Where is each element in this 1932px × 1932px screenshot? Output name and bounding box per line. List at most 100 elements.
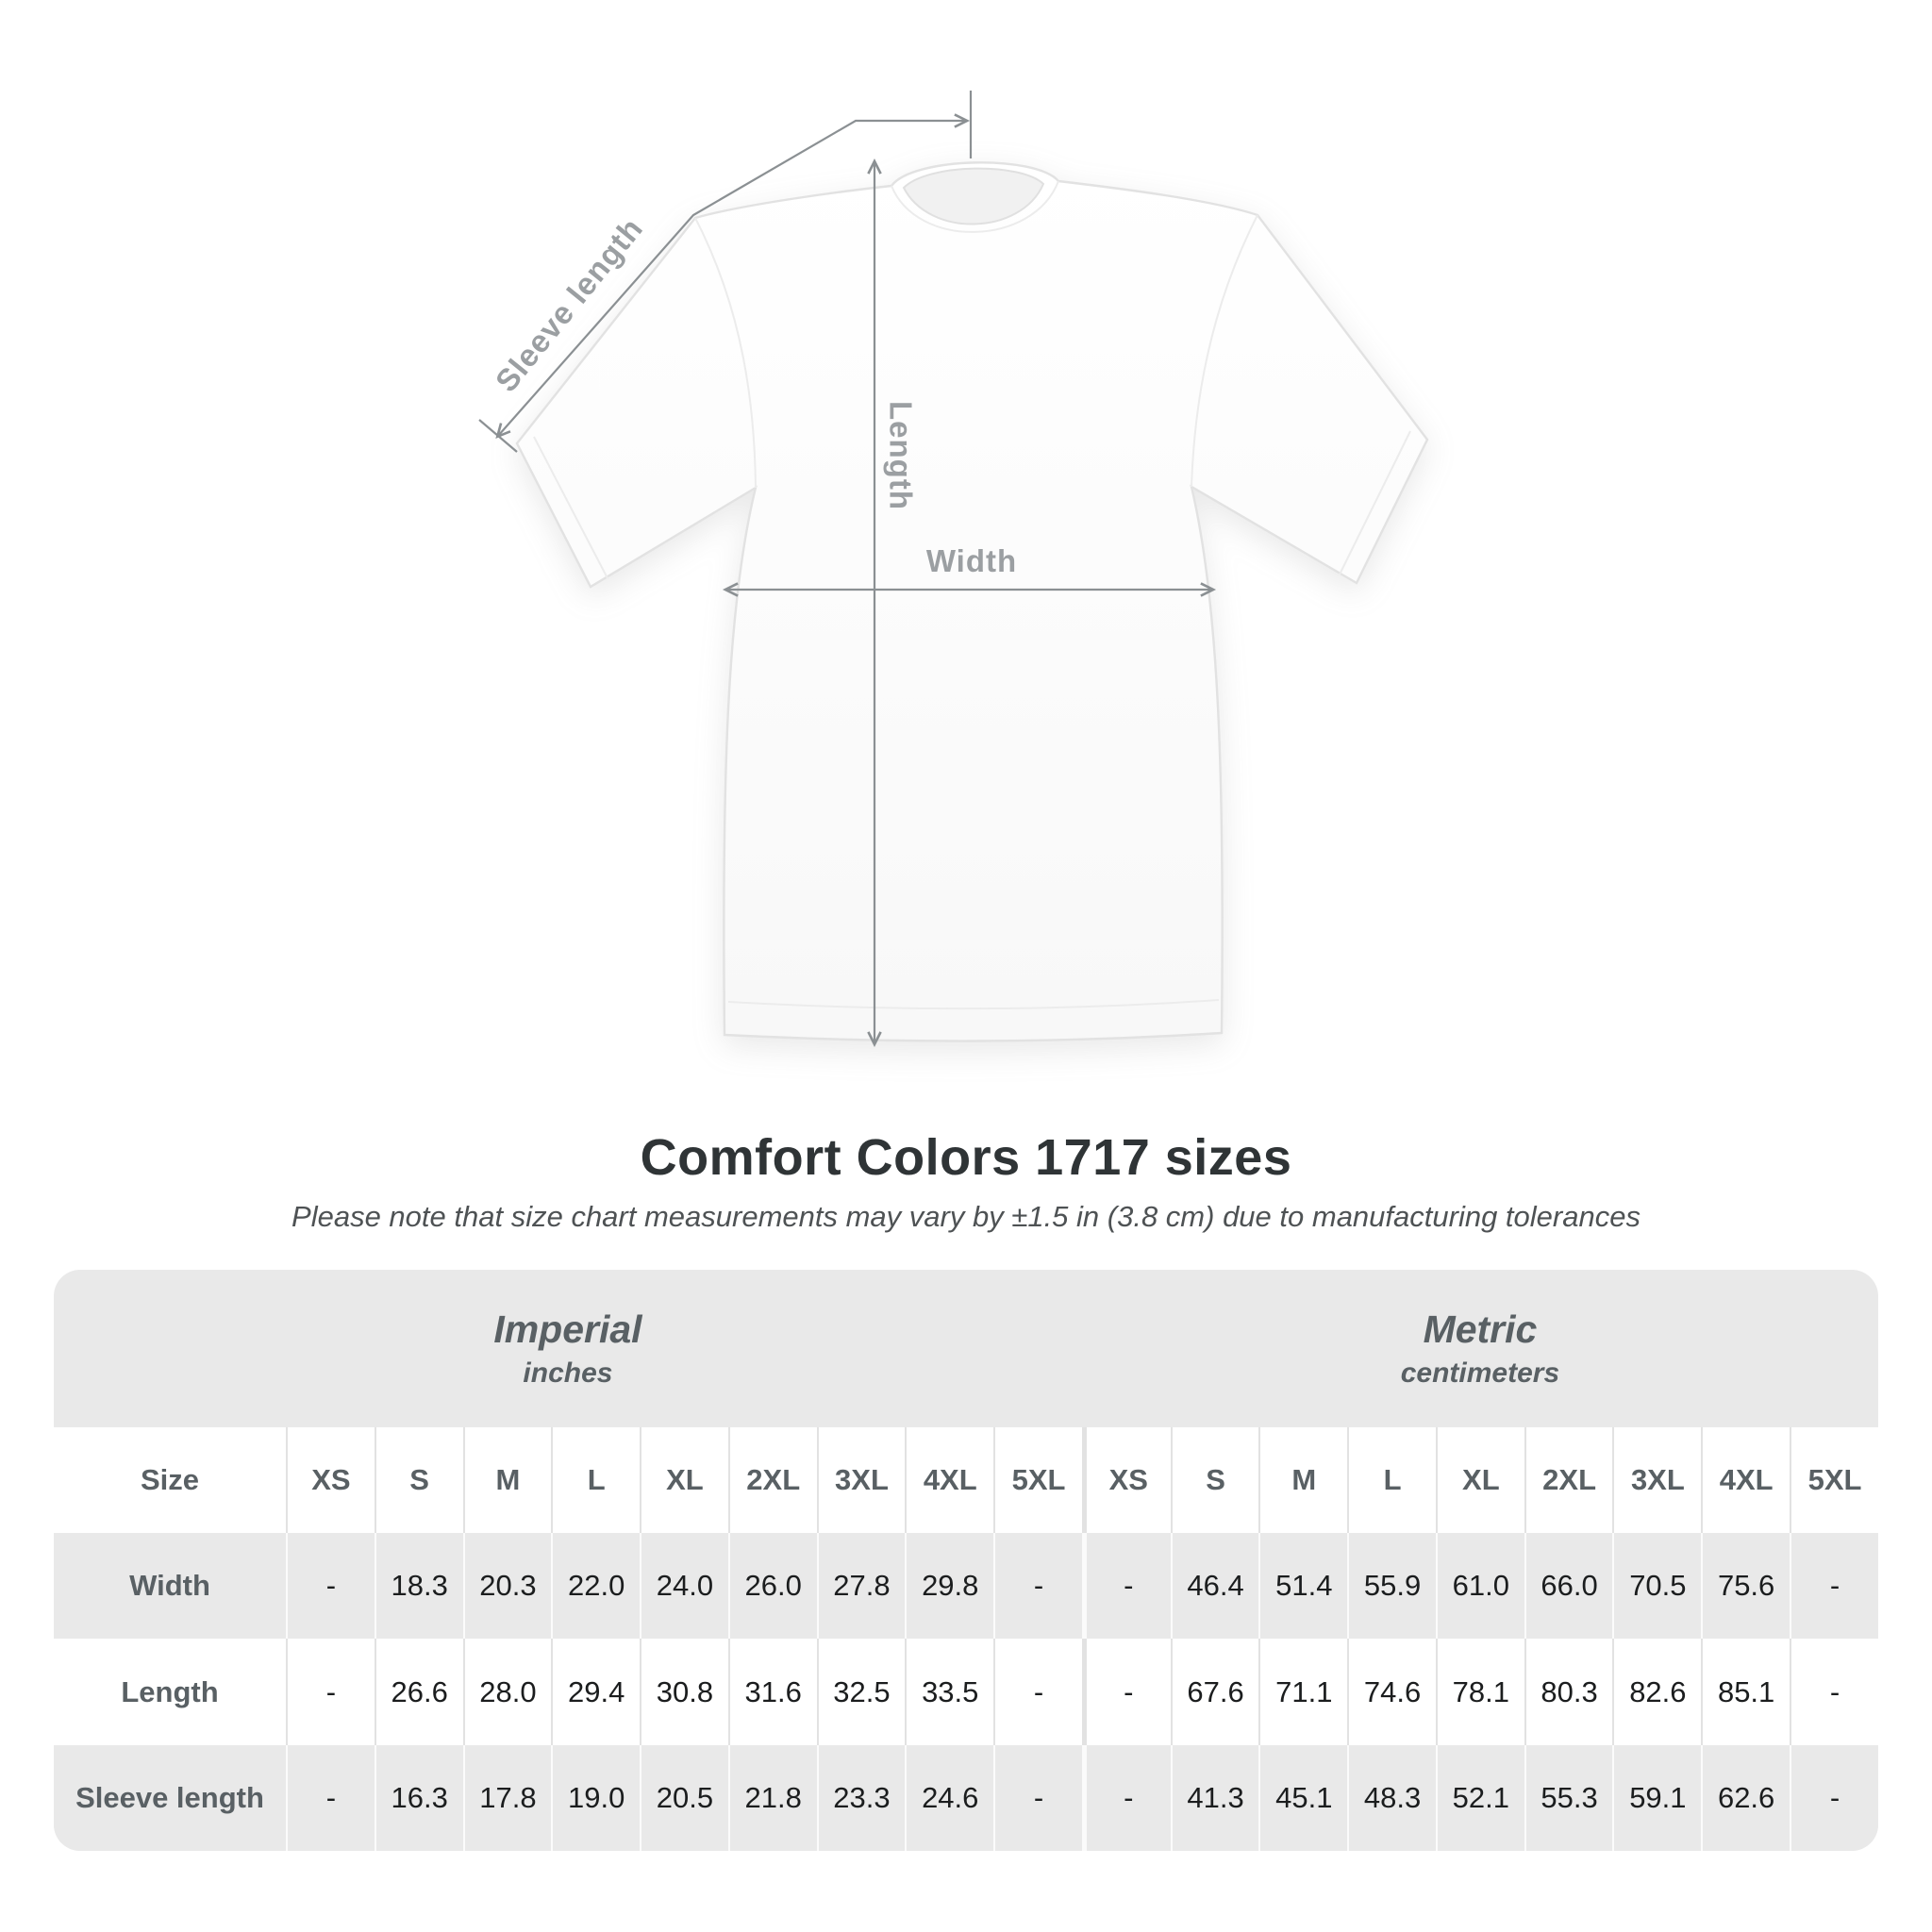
value-imperial-4xl: 29.8 — [905, 1533, 994, 1639]
value-imperial-4xl: 33.5 — [905, 1639, 993, 1745]
value-imperial-s: 26.6 — [374, 1639, 463, 1745]
value-imperial-xs: - — [286, 1745, 375, 1851]
size-header-metric-s: S — [1170, 1427, 1259, 1533]
measurement-row-sleeve-length: Sleeve length -16.3 17.8 19.0 20.5 21.8 23.3 24… — [54, 1745, 1878, 1851]
value-metric-m: 45.1 — [1258, 1745, 1348, 1851]
tshirt-body — [515, 161, 1429, 1042]
value-metric-5xl: - — [1790, 1745, 1878, 1851]
value-imperial-m: 28.0 — [462, 1639, 552, 1745]
value-imperial-m: 17.8 — [462, 1745, 552, 1851]
size-header-metric-l: L — [1347, 1427, 1436, 1533]
value-metric-5xl: - — [1790, 1533, 1878, 1639]
value-imperial-s: 16.3 — [374, 1745, 463, 1851]
unit-group-imperial: Imperial inches — [54, 1270, 1082, 1427]
unit-group-name: Imperial — [493, 1307, 642, 1352]
value-metric-xl: 78.1 — [1435, 1639, 1524, 1745]
value-metric-m: 71.1 — [1258, 1639, 1347, 1745]
value-metric-l: 55.9 — [1347, 1533, 1436, 1639]
tolerance-note: Please note that size chart measurements… — [291, 1200, 1641, 1233]
size-header-metric-xl: XL — [1435, 1427, 1524, 1533]
size-table: Imperial inches Metric centimeters Size XS S M L… — [54, 1270, 1878, 1851]
unit-group-metric: Metric centimeters — [1081, 1270, 1878, 1427]
value-imperial-3xl: 27.8 — [816, 1533, 906, 1639]
value-metric-xs: - — [1081, 1533, 1171, 1639]
value-imperial-3xl: 23.3 — [816, 1745, 906, 1851]
row-label: Sleeve length — [54, 1745, 286, 1851]
value-imperial-5xl: - — [993, 1533, 1082, 1639]
value-metric-l: 74.6 — [1347, 1639, 1436, 1745]
value-imperial-2xl: 26.0 — [727, 1533, 817, 1639]
value-imperial-l: 29.4 — [551, 1639, 640, 1745]
size-header-metric-2xl: 2XL — [1524, 1427, 1613, 1533]
value-imperial-l: 22.0 — [551, 1533, 641, 1639]
page-title: Comfort Colors 1717 sizes — [640, 1129, 1292, 1186]
size-header-imperial-xs: XS — [286, 1427, 375, 1533]
unit-group-unit: inches — [523, 1357, 613, 1389]
value-imperial-s: 18.3 — [374, 1533, 463, 1639]
value-metric-3xl: 82.6 — [1612, 1639, 1701, 1745]
value-imperial-xl: 24.0 — [640, 1533, 728, 1639]
size-header-imperial-xl: XL — [640, 1427, 728, 1533]
value-imperial-2xl: 31.6 — [727, 1639, 817, 1745]
value-imperial-4xl: 24.6 — [905, 1745, 994, 1851]
width-label: Width — [926, 543, 1017, 578]
size-header-imperial-m: M — [462, 1427, 552, 1533]
value-metric-4xl: 62.6 — [1701, 1745, 1790, 1851]
tshirt-measurement-diagram: Sleeve length Length Width — [478, 91, 1429, 1048]
value-metric-l: 48.3 — [1347, 1745, 1436, 1851]
unit-group-row: Imperial inches Metric centimeters — [54, 1270, 1878, 1427]
length-label: Length — [883, 401, 918, 510]
tshirt-right-sleeve-stitch — [1339, 430, 1411, 575]
value-imperial-xl: 30.8 — [640, 1639, 728, 1745]
size-table-body: Imperial inches Metric centimeters Size XS S M L… — [54, 1270, 1878, 1851]
value-imperial-xl: 20.5 — [640, 1745, 728, 1851]
value-imperial-l: 19.0 — [551, 1745, 641, 1851]
value-metric-s: 67.6 — [1170, 1639, 1259, 1745]
row-label: Length — [121, 1674, 219, 1708]
tshirt-illustration — [515, 161, 1429, 1042]
size-header-metric-5xl: 5XL — [1790, 1427, 1878, 1533]
row-label: Width — [54, 1533, 286, 1639]
value-metric-2xl: 55.3 — [1524, 1745, 1613, 1851]
sleeve-length-line — [495, 113, 971, 440]
unit-group-name: Metric — [1423, 1307, 1538, 1352]
measurement-row-width: Width -18.3 20.3 22.0 24.0 26.0 27.8 29.8- -46.4… — [54, 1533, 1878, 1639]
value-metric-xs: - — [1081, 1745, 1171, 1851]
value-metric-2xl: 80.3 — [1524, 1639, 1613, 1745]
size-header-imperial-4xl: 4XL — [905, 1427, 994, 1533]
size-header-metric-m: M — [1258, 1427, 1348, 1533]
value-metric-s: 46.4 — [1170, 1533, 1259, 1639]
size-header-metric-4xl: 4XL — [1701, 1427, 1790, 1533]
value-metric-5xl: - — [1790, 1639, 1878, 1745]
tshirt-left-sleeve-stitch — [533, 436, 608, 579]
value-imperial-5xl: - — [993, 1745, 1082, 1851]
measurement-row-length: Length -26.6 28.0 29.4 30.8 31.6 32.5 33.5- -67.… — [54, 1639, 1878, 1745]
sleeve-end-tick — [478, 419, 518, 453]
tshirt-right-armhole-seam — [1191, 214, 1258, 488]
value-metric-3xl: 59.1 — [1612, 1745, 1702, 1851]
size-header-metric-3xl: 3XL — [1612, 1427, 1702, 1533]
value-metric-3xl: 70.5 — [1612, 1533, 1702, 1639]
value-imperial-3xl: 32.5 — [816, 1639, 906, 1745]
value-metric-2xl: 66.0 — [1524, 1533, 1613, 1639]
size-header-imperial-l: L — [551, 1427, 641, 1533]
size-header-imperial-5xl: 5XL — [993, 1427, 1082, 1533]
value-metric-xl: 61.0 — [1435, 1533, 1524, 1639]
size-header-row: Size XS S M L XL 2XL 3XL 4XL 5XL XS S M L XL 2XL 3XL 4XL 5… — [54, 1427, 1878, 1533]
size-header-imperial-2xl: 2XL — [727, 1427, 817, 1533]
value-imperial-m: 20.3 — [462, 1533, 552, 1639]
size-corner-header: Size — [54, 1427, 286, 1533]
value-imperial-xs: - — [286, 1639, 375, 1745]
value-metric-4xl: 75.6 — [1701, 1533, 1790, 1639]
value-metric-m: 51.4 — [1258, 1533, 1348, 1639]
value-metric-4xl: 85.1 — [1701, 1639, 1790, 1745]
size-header-imperial-s: S — [374, 1427, 463, 1533]
value-imperial-2xl: 21.8 — [727, 1745, 817, 1851]
value-metric-s: 41.3 — [1170, 1745, 1259, 1851]
tshirt-hem-stitch — [727, 999, 1220, 1010]
value-metric-xs: - — [1081, 1639, 1171, 1745]
value-metric-xl: 52.1 — [1435, 1745, 1524, 1851]
size-header-imperial-3xl: 3XL — [816, 1427, 906, 1533]
value-imperial-5xl: - — [993, 1639, 1082, 1745]
